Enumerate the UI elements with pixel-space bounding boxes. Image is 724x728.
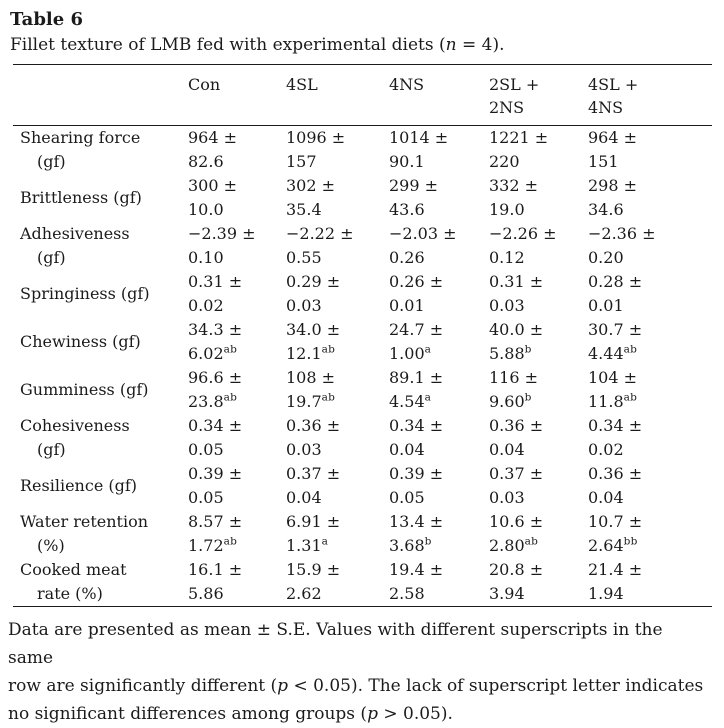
p-value-symbol: p	[367, 704, 378, 724]
table-cell: 15.9 ±2.62	[286, 560, 341, 603]
table-cell: 34.3 ±6.02ab	[188, 320, 243, 363]
row-label: Springiness (gf)	[20, 284, 150, 303]
table-cell: 0.37 ±0.04	[286, 464, 341, 507]
row-label: Chewiness (gf)	[20, 332, 141, 351]
column-header-4sl: 4SL	[286, 75, 318, 94]
significance-superscript: ab	[623, 343, 638, 356]
significance-superscript: ab	[223, 535, 238, 548]
table-cell: 16.1 ±5.86	[188, 560, 243, 603]
table-cell: −2.22 ±0.55	[286, 224, 354, 267]
table-rule-top	[13, 64, 712, 65]
table-cell: 300 ±10.0	[188, 176, 238, 219]
table-cell: −2.26 ±0.12	[489, 224, 557, 267]
significance-superscript: b	[424, 535, 432, 548]
significance-superscript: ab	[321, 391, 336, 404]
table-cell: 0.36 ±0.04	[588, 464, 643, 507]
row-label: Cooked meat rate (%)	[20, 560, 127, 603]
table-cell: 0.39 ±0.05	[188, 464, 243, 507]
table-cell: 6.91 ±1.31a	[286, 512, 341, 555]
footnote-line: Data are presented as mean ± S.E. Values…	[8, 620, 663, 668]
table-cell: 104 ±11.8ab	[588, 368, 638, 411]
column-header-2sl-2ns: 2SL +2NS	[489, 75, 540, 117]
table-cell: 34.0 ±12.1ab	[286, 320, 341, 363]
significance-superscript: ab	[223, 391, 238, 404]
table-cell: 0.26 ±0.01	[389, 272, 444, 315]
table-body: Shearing force (gf) 964 ±82.6 1096 ±157 1…	[13, 126, 712, 606]
header-spacer	[13, 65, 188, 125]
significance-superscript: a	[321, 535, 329, 548]
significance-superscript: ab	[223, 343, 238, 356]
row-label: Gumminess (gf)	[20, 380, 149, 399]
table-number: Table 6	[10, 9, 84, 30]
table-cell: 0.37 ±0.03	[489, 464, 544, 507]
significance-superscript: a	[424, 343, 432, 356]
significance-superscript: bb	[623, 535, 638, 548]
table-cell: 40.0 ±5.88b	[489, 320, 544, 363]
table-cell: −2.39 ±0.10	[188, 224, 256, 267]
table-cell: 10.7 ±2.64bb	[588, 512, 643, 555]
significance-superscript: b	[524, 391, 532, 404]
table-cell: 24.7 ±1.00a	[389, 320, 444, 363]
table-cell: 0.34 ±0.02	[588, 416, 643, 459]
p-value-symbol: p	[277, 676, 289, 696]
table-cell: 108 ±19.7ab	[286, 368, 336, 411]
table-cell: 0.36 ±0.04	[489, 416, 544, 459]
table-cell: 302 ±35.4	[286, 176, 336, 219]
table-cell: 19.4 ±2.58	[389, 560, 444, 603]
significance-superscript: ab	[623, 391, 638, 404]
table-rule-bottom	[13, 606, 712, 607]
table-cell: 10.6 ±2.80ab	[489, 512, 544, 555]
row-label: Shearing force (gf)	[20, 128, 141, 171]
row-label: Adhesiveness (gf)	[20, 224, 130, 267]
row-label: Resilience (gf)	[20, 476, 138, 495]
significance-superscript: a	[424, 391, 432, 404]
table-cell: 8.57 ±1.72ab	[188, 512, 243, 555]
table-cell: 116 ±9.60b	[489, 368, 539, 411]
table-cell: 964 ±151	[588, 128, 638, 171]
table-header-row: Con 4SL 4NS 2SL +2NS 4SL +4NS	[13, 65, 712, 125]
table-cell: 21.4 ±1.94	[588, 560, 643, 603]
table-cell: 1096 ±157	[286, 128, 346, 171]
table-cell: 30.7 ±4.44ab	[588, 320, 643, 363]
table-cell: 0.34 ±0.05	[188, 416, 243, 459]
row-label: Water retention (%)	[20, 512, 149, 555]
table-cell: 13.4 ±3.68b	[389, 512, 444, 555]
caption-variable-n: n	[445, 35, 457, 55]
column-header-4ns: 4NS	[389, 75, 425, 94]
table-cell: −2.36 ±0.20	[588, 224, 656, 267]
table-rule-header	[13, 125, 712, 126]
table-cell: 89.1 ±4.54a	[389, 368, 444, 411]
significance-superscript: ab	[321, 343, 336, 356]
table-cell: 0.31 ±0.02	[188, 272, 243, 315]
table-cell: 1221 ±220	[489, 128, 549, 171]
footnote-line: row are significantly different (p < 0.0…	[8, 676, 704, 696]
table-footnote: Data are presented as mean ± S.E. Values…	[8, 616, 712, 728]
column-header-4sl-4ns: 4SL +4NS	[588, 75, 639, 117]
table-cell: 0.29 ±0.03	[286, 272, 341, 315]
table-cell: 96.6 ±23.8ab	[188, 368, 243, 411]
table-caption: Fillet texture of LMB fed with experimen…	[10, 35, 505, 55]
table-cell: 0.31 ±0.03	[489, 272, 544, 315]
table-cell: 0.36 ±0.03	[286, 416, 341, 459]
significance-superscript: b	[524, 343, 532, 356]
row-label: Brittleness (gf)	[20, 188, 142, 207]
table-cell: 0.39 ±0.05	[389, 464, 444, 507]
table-cell: 964 ±82.6	[188, 128, 238, 171]
table-cell: 0.28 ±0.01	[588, 272, 643, 315]
row-label: Cohesiveness (gf)	[20, 416, 130, 459]
table-cell: 20.8 ±3.94	[489, 560, 544, 603]
footnote-line: no significant differences among groups …	[8, 704, 453, 724]
table-cell: −2.03 ±0.26	[389, 224, 457, 267]
table-cell: 0.34 ±0.04	[389, 416, 444, 459]
column-header-con: Con	[188, 75, 221, 94]
significance-superscript: ab	[524, 535, 539, 548]
table-cell: 332 ±19.0	[489, 176, 539, 219]
table-cell: 299 ±43.6	[389, 176, 439, 219]
table-cell: 298 ±34.6	[588, 176, 638, 219]
table-cell: 1014 ±90.1	[389, 128, 449, 171]
